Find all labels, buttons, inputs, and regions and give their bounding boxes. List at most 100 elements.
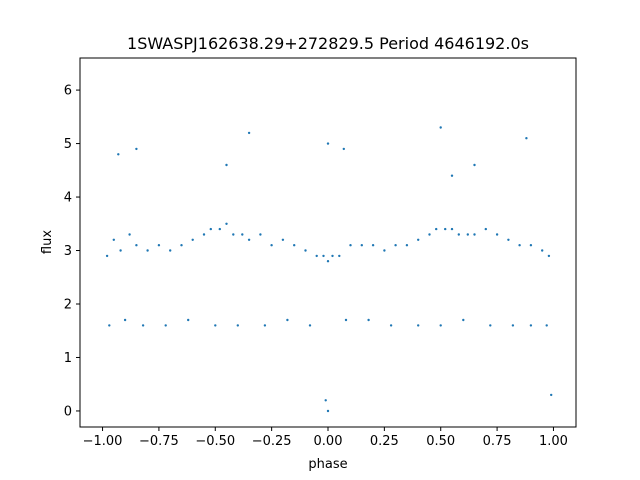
data-point [484, 227, 487, 231]
data-point [457, 233, 460, 236]
data-point [105, 254, 109, 258]
data-point [187, 318, 190, 322]
data-point [394, 244, 397, 247]
data-point [435, 227, 438, 231]
data-point [128, 233, 131, 236]
data-point [315, 254, 318, 258]
data-point [360, 244, 363, 247]
data-point [225, 163, 228, 167]
data-point [247, 238, 251, 241]
scatter-points [105, 126, 553, 413]
data-point [191, 238, 194, 241]
data-point [439, 126, 442, 129]
data-point [259, 233, 262, 236]
data-point [135, 147, 138, 151]
data-point [529, 324, 533, 327]
y-tick-label: 0 [64, 404, 72, 419]
y-axis-label: flux [40, 230, 55, 254]
x-tick-label: 0.50 [426, 434, 455, 449]
x-tick-label: 0.75 [483, 434, 512, 449]
x-tick-label: 0.00 [314, 434, 343, 449]
data-point [119, 249, 122, 252]
data-point [326, 409, 330, 413]
x-tick-label: −0.25 [252, 434, 292, 449]
data-point [247, 131, 251, 135]
data-point [342, 147, 345, 151]
data-point [405, 244, 409, 247]
data-point [545, 324, 548, 327]
y-tick-label: 3 [64, 244, 72, 259]
data-point [164, 324, 167, 327]
y-tick-label: 6 [64, 84, 72, 99]
data-point [146, 249, 149, 252]
data-point [263, 324, 267, 327]
data-point [202, 233, 206, 236]
data-point [281, 238, 285, 241]
x-tick-label: 0.25 [370, 434, 399, 449]
data-point [450, 174, 454, 177]
data-point [473, 163, 476, 167]
data-point [324, 399, 327, 402]
x-tick-label: −1.00 [83, 434, 123, 449]
data-point [180, 244, 183, 247]
data-point [547, 254, 551, 258]
data-point [466, 233, 469, 236]
data-point [326, 260, 330, 263]
data-point [550, 393, 553, 397]
data-point [214, 324, 217, 327]
data-point [270, 244, 273, 247]
data-point [541, 249, 544, 252]
data-point [236, 324, 239, 327]
y-tick-label: 2 [64, 298, 72, 313]
data-point [473, 233, 476, 236]
x-axis-label: phase [308, 457, 347, 472]
data-point [417, 238, 420, 241]
data-point [218, 227, 221, 231]
data-point [417, 324, 420, 327]
plot-frame [79, 57, 577, 428]
data-point [507, 238, 510, 241]
data-point [232, 233, 235, 236]
chart-title: 1SWASPJ162638.29+272829.5 Period 4646192… [127, 34, 529, 53]
y-tick-label: 1 [64, 351, 72, 366]
data-point [371, 244, 375, 247]
data-point [518, 244, 521, 247]
data-point [241, 233, 244, 236]
data-point [529, 244, 533, 247]
data-point [367, 318, 370, 322]
data-point [169, 249, 172, 252]
data-point [383, 249, 386, 252]
data-point [117, 153, 120, 156]
data-point [326, 142, 330, 145]
data-point [389, 324, 393, 327]
data-point [135, 244, 138, 247]
data-point [495, 233, 499, 236]
data-point [286, 318, 289, 322]
y-tick-label: 5 [64, 137, 72, 152]
data-point [525, 137, 528, 140]
y-axis-ticks: 0 1 2 3 4 5 6 [64, 84, 80, 419]
data-point [141, 324, 145, 327]
data-point [322, 254, 325, 258]
data-point [331, 254, 334, 258]
data-point [344, 318, 348, 322]
data-point [444, 227, 447, 231]
data-point [489, 324, 492, 327]
data-point [450, 227, 454, 231]
y-tick-label: 4 [64, 191, 72, 206]
data-point [112, 238, 116, 241]
data-point [293, 244, 296, 247]
data-point [349, 244, 352, 247]
data-point [108, 324, 111, 327]
x-tick-label: −0.75 [139, 434, 179, 449]
x-tick-label: −0.50 [195, 434, 235, 449]
data-point [439, 324, 442, 327]
x-axis-ticks: −1.00 −0.75 −0.50 −0.25 0.00 0.25 0.50 0.75 1.00 [83, 427, 568, 449]
data-point [338, 254, 341, 258]
data-point [209, 227, 212, 231]
data-point [462, 318, 465, 322]
data-point [304, 249, 307, 252]
data-point [511, 324, 515, 327]
data-point [123, 318, 127, 322]
